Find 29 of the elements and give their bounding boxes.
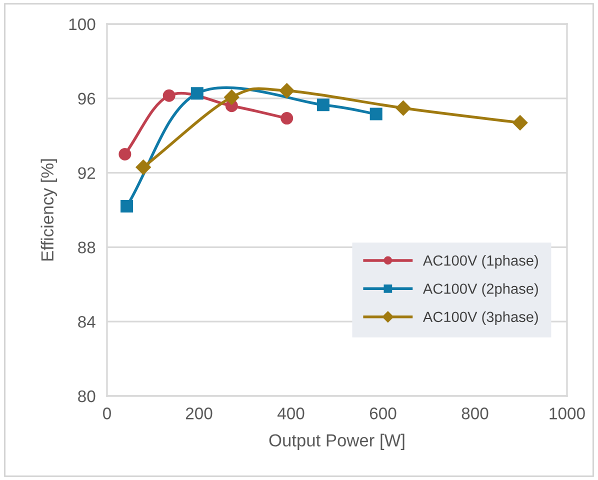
point <box>280 112 294 125</box>
x-tick-label: 200 <box>186 408 212 420</box>
point <box>370 108 382 120</box>
y-tick-label: 92 <box>78 167 96 180</box>
point <box>396 100 411 116</box>
point <box>190 87 204 100</box>
x-tick-label: 600 <box>370 408 396 420</box>
point <box>120 200 134 213</box>
y-tick-label: 84 <box>78 316 96 328</box>
y-tick-label: 96 <box>78 92 96 105</box>
point <box>316 98 330 112</box>
x-tick-label: 400 <box>277 408 304 420</box>
y-axis-title: Efficiency [%] <box>40 159 57 261</box>
x-tick-label: 0 <box>103 408 111 420</box>
x-axis-title: Output Power [W] <box>269 434 404 450</box>
legend-label: AC100V (3phase) <box>422 311 538 325</box>
point <box>136 160 151 175</box>
legend-label: AC100V (2phase) <box>422 283 538 297</box>
point <box>224 90 240 105</box>
x-tick-label: 800 <box>462 408 488 420</box>
legend-label: AC100V (1phase) <box>422 255 538 269</box>
y-tick-label: 88 <box>78 242 96 254</box>
point <box>162 89 176 102</box>
x-tick-label: 1000 <box>550 408 585 420</box>
point <box>512 115 528 130</box>
y-tick-label: 100 <box>69 18 96 30</box>
point <box>279 83 294 98</box>
point <box>118 148 132 160</box>
y-tick-label: 80 <box>78 390 96 402</box>
